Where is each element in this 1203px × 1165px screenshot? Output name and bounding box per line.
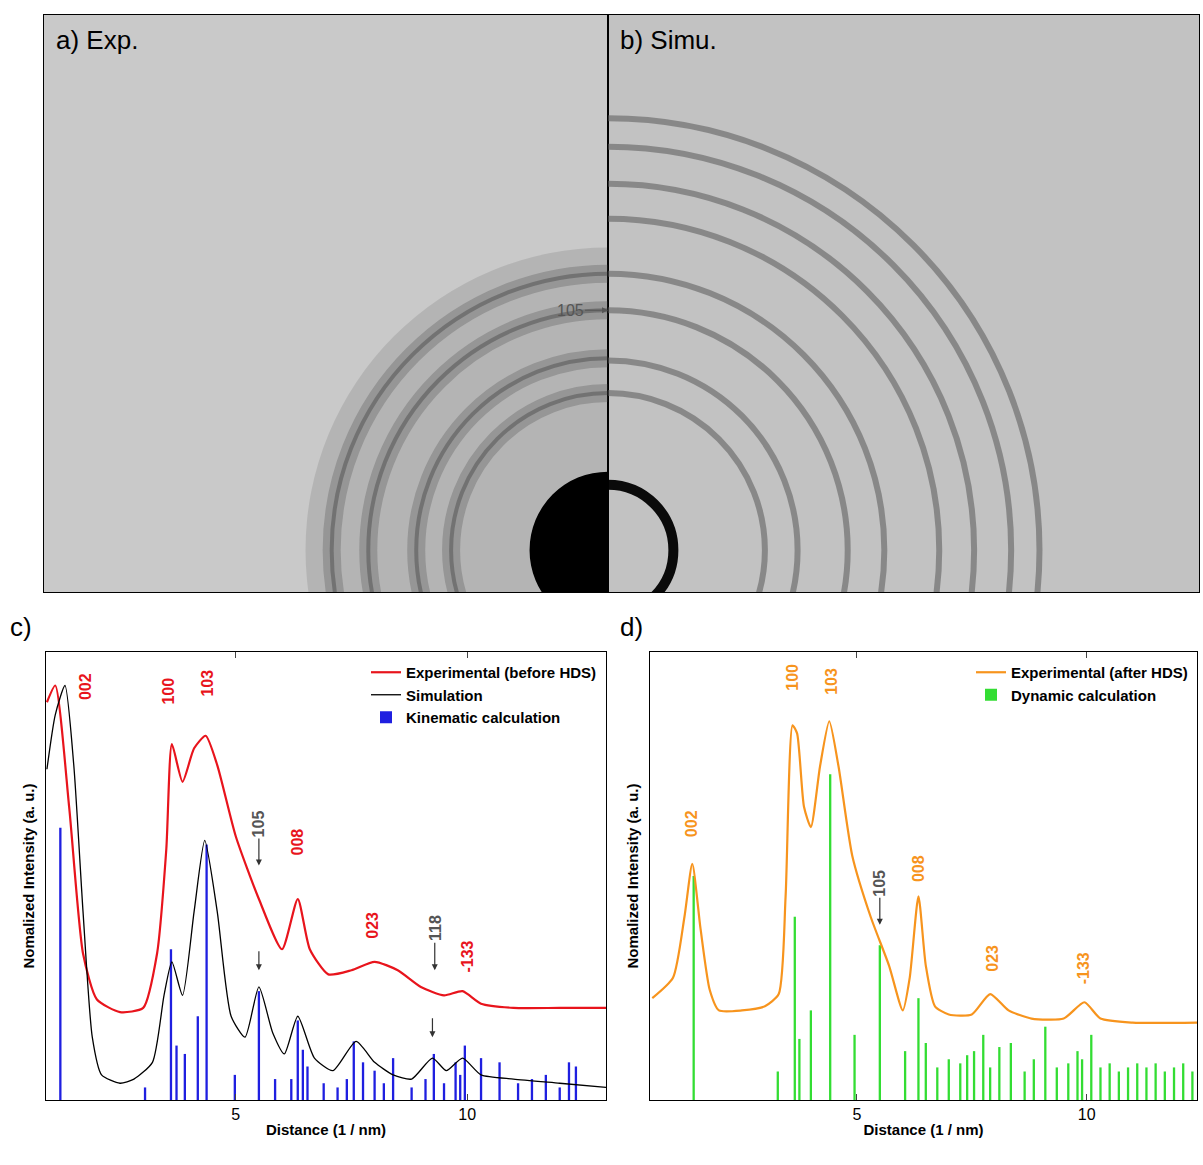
- svg-text:Kinematic calculation: Kinematic calculation: [406, 709, 560, 726]
- svg-text:10: 10: [458, 1106, 476, 1123]
- svg-text:105: 105: [557, 302, 584, 319]
- svg-text:Nomalized Intensity (a. u.): Nomalized Intensity (a. u.): [20, 783, 37, 968]
- svg-text:Simulation: Simulation: [406, 687, 483, 704]
- svg-text:5: 5: [231, 1106, 240, 1123]
- svg-text:Nomalized Intensity (a. u.): Nomalized Intensity (a. u.): [624, 783, 641, 968]
- svg-text:-133: -133: [459, 940, 476, 972]
- svg-text:Distance (1 / nm): Distance (1 / nm): [863, 1121, 983, 1138]
- svg-text:023: 023: [984, 945, 1001, 972]
- svg-text:a) Exp.: a) Exp.: [56, 25, 138, 55]
- svg-text:103: 103: [823, 668, 840, 695]
- svg-text:Experimental (after HDS): Experimental (after HDS): [1011, 664, 1188, 681]
- svg-text:008: 008: [910, 855, 927, 882]
- svg-text:105: 105: [250, 811, 267, 838]
- svg-text:118: 118: [427, 915, 444, 941]
- svg-text:Distance (1 / nm): Distance (1 / nm): [266, 1121, 386, 1138]
- svg-text:103: 103: [199, 670, 216, 697]
- svg-text:002: 002: [77, 673, 94, 700]
- svg-text:c): c): [10, 612, 32, 642]
- svg-text:023: 023: [364, 912, 381, 939]
- svg-text:Dynamic calculation: Dynamic calculation: [1011, 687, 1156, 704]
- svg-text:002: 002: [683, 810, 700, 837]
- svg-text:10: 10: [1078, 1106, 1096, 1123]
- svg-text:-133: -133: [1075, 952, 1092, 984]
- svg-text:105: 105: [871, 870, 888, 897]
- svg-text:008: 008: [289, 829, 306, 856]
- svg-text:Experimental (before HDS): Experimental (before HDS): [406, 664, 596, 681]
- svg-text:100: 100: [784, 664, 801, 691]
- svg-text:b) Simu.: b) Simu.: [620, 25, 717, 55]
- svg-text:100: 100: [160, 678, 177, 705]
- svg-text:d): d): [620, 612, 643, 642]
- svg-text:5: 5: [852, 1106, 861, 1123]
